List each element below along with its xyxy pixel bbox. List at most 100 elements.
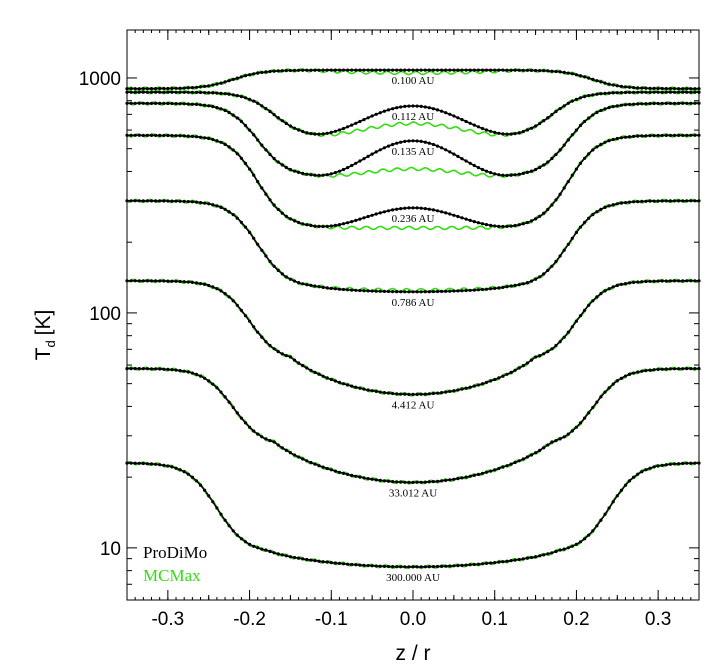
prodimo-point: [219, 390, 223, 394]
prodimo-point: [636, 370, 640, 374]
prodimo-point: [472, 220, 476, 224]
prodimo-point: [627, 479, 632, 483]
prodimo-point: [431, 565, 435, 569]
prodimo-point: [411, 565, 415, 569]
prodimo-point: [652, 199, 656, 203]
prodimo-point: [231, 93, 235, 97]
prodimo-point: [583, 220, 587, 224]
prodimo-point: [162, 367, 166, 371]
prodimo-point: [677, 90, 681, 94]
prodimo-point: [333, 469, 337, 473]
prodimo-point: [170, 134, 174, 138]
prodimo-point: [697, 133, 701, 137]
prodimo-point: [476, 125, 480, 129]
prodimo-point: [497, 224, 501, 228]
prodimo-point: [448, 389, 452, 393]
prodimo-point: [697, 87, 701, 91]
prodimo-point: [677, 87, 681, 91]
prodimo-point: [480, 287, 485, 292]
prodimo-point: [648, 279, 652, 283]
prodimo-point: [627, 85, 632, 89]
prodimo-point: [534, 167, 538, 172]
prodimo-point: [305, 283, 309, 287]
prodimo-point: [268, 439, 272, 443]
prodimo-point: [644, 369, 648, 373]
prodimo-point: [407, 290, 411, 294]
prodimo-point: [423, 68, 427, 72]
prodimo-point: [223, 80, 227, 84]
prodimo-point: [460, 476, 464, 480]
prodimo-point: [578, 540, 583, 544]
prodimo-point: [227, 110, 231, 115]
prodimo-point: [681, 461, 685, 466]
prodimo-point: [583, 119, 587, 124]
prodimo-point: [529, 555, 534, 560]
prodimo-point: [668, 462, 673, 466]
prodimo-point: [652, 90, 656, 94]
prodimo-point: [256, 101, 260, 105]
prodimo-point: [166, 133, 170, 138]
prodimo-point: [689, 133, 693, 137]
prodimo-point: [358, 475, 362, 479]
prodimo-point: [215, 106, 219, 110]
prodimo-point: [685, 279, 689, 283]
prodimo-point: [415, 206, 419, 210]
prodimo-point: [346, 562, 350, 566]
prodimo-point: [460, 289, 464, 293]
prodimo-point: [587, 152, 591, 156]
prodimo-point: [145, 199, 149, 203]
prodimo-point: [476, 68, 480, 72]
prodimo-point: [693, 90, 697, 94]
prodimo-point: [227, 210, 231, 214]
prodimo-point: [562, 104, 566, 108]
prodimo-point: [337, 128, 342, 132]
prodimo-point: [329, 468, 333, 472]
prodimo-point: [603, 140, 607, 144]
prodimo-point: [239, 537, 243, 541]
prodimo-point: [174, 466, 178, 470]
prodimo-point: [194, 102, 199, 106]
prodimo-point: [570, 99, 574, 103]
prodimo-point: [403, 480, 407, 484]
prodimo-point: [484, 470, 489, 474]
prodimo-point: [305, 223, 309, 227]
prodimo-point: [546, 69, 550, 73]
prodimo-point: [648, 199, 652, 203]
prodimo-point: [595, 524, 599, 528]
prodimo-point: [423, 290, 427, 294]
prodimo-point: [468, 563, 472, 567]
prodimo-point: [337, 169, 342, 173]
prodimo-point: [660, 199, 664, 203]
prodimo-point: [468, 218, 472, 222]
prodimo-point: [480, 167, 485, 172]
prodimo-point: [652, 368, 656, 372]
prodimo-point: [292, 169, 297, 173]
prodimo-point: [574, 230, 579, 235]
prodimo-point: [484, 223, 489, 227]
prodimo-point: [125, 133, 129, 137]
prodimo-point: [546, 552, 550, 556]
prodimo-point: [350, 288, 354, 292]
prodimo-point: [260, 143, 264, 147]
prodimo-point: [215, 287, 219, 291]
prodimo-point: [550, 113, 554, 117]
prodimo-point: [636, 134, 640, 138]
prodimo-point: [419, 480, 423, 484]
x-tick-label: 0.0: [400, 609, 426, 630]
prodimo-point: [301, 171, 305, 175]
prodimo-point: [640, 86, 644, 90]
prodimo-point: [435, 144, 440, 148]
prodimo-point: [280, 69, 284, 73]
prodimo-point: [264, 548, 268, 552]
prodimo-point: [648, 86, 652, 90]
prodimo-point: [149, 87, 154, 91]
prodimo-point: [509, 462, 513, 466]
prodimo-point: [668, 90, 673, 94]
prodimo-point: [243, 123, 248, 128]
prodimo-point: [141, 199, 145, 203]
prodimo-point: [427, 565, 431, 569]
prodimo-point: [231, 299, 235, 303]
prodimo-point: [268, 549, 272, 554]
prodimo-point: [325, 466, 329, 471]
prodimo-point: [444, 390, 448, 394]
